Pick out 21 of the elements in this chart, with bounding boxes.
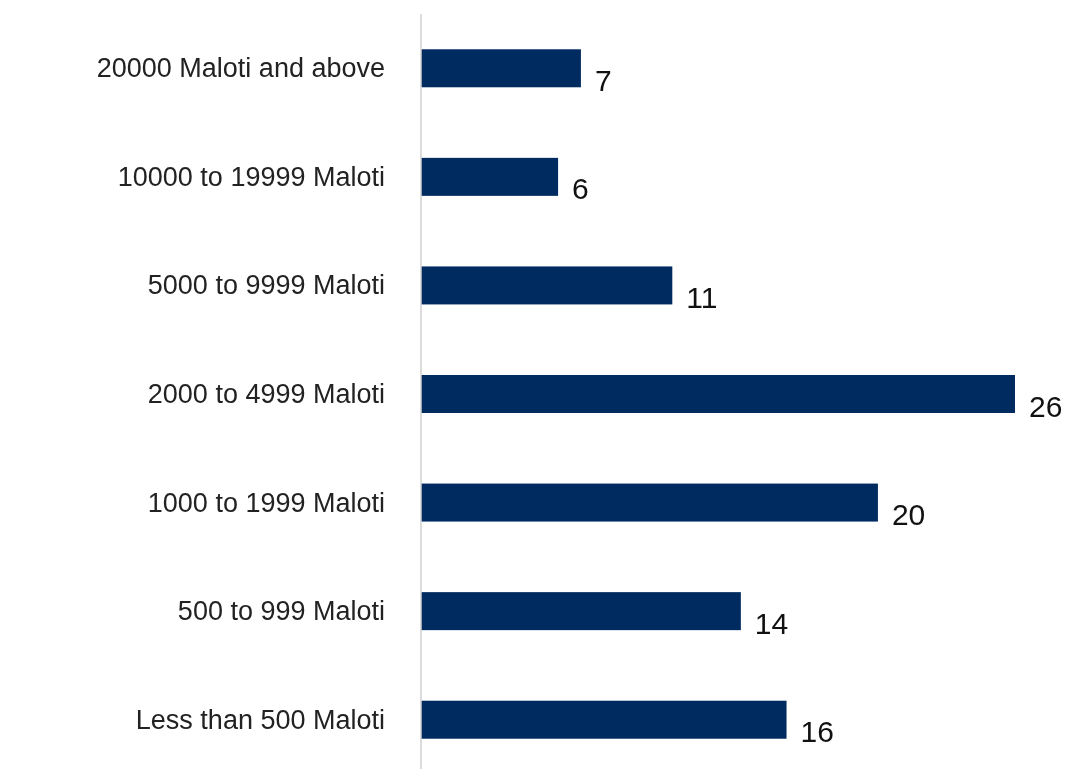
y-tick-label: Less than 500 Maloti — [135, 704, 385, 735]
data-label: 20 — [891, 498, 926, 532]
y-tick-label: 5000 to 9999 Maloti — [147, 270, 385, 301]
bar — [421, 49, 581, 88]
bar — [421, 266, 673, 305]
data-label: 7 — [594, 63, 612, 97]
y-tick-label: 1000 to 1999 Maloti — [147, 487, 385, 518]
bar — [421, 483, 878, 522]
bar — [421, 375, 1015, 413]
y-tick-label: 10000 to 19999 Maloti — [117, 161, 385, 192]
data-label: 14 — [754, 606, 789, 640]
y-tick-label: 2000 to 4999 Maloti — [147, 379, 385, 409]
data-label: 11 — [686, 280, 718, 314]
data-label: 6 — [572, 172, 589, 206]
y-tick-label: 500 to 999 Maloti — [177, 596, 385, 627]
data-label: 26 — [1029, 389, 1063, 423]
y-tick-label: 20000 Maloti and above — [96, 53, 385, 84]
bar — [421, 700, 787, 739]
bar — [421, 592, 741, 631]
bar — [421, 157, 559, 196]
data-label: 16 — [800, 715, 834, 749]
